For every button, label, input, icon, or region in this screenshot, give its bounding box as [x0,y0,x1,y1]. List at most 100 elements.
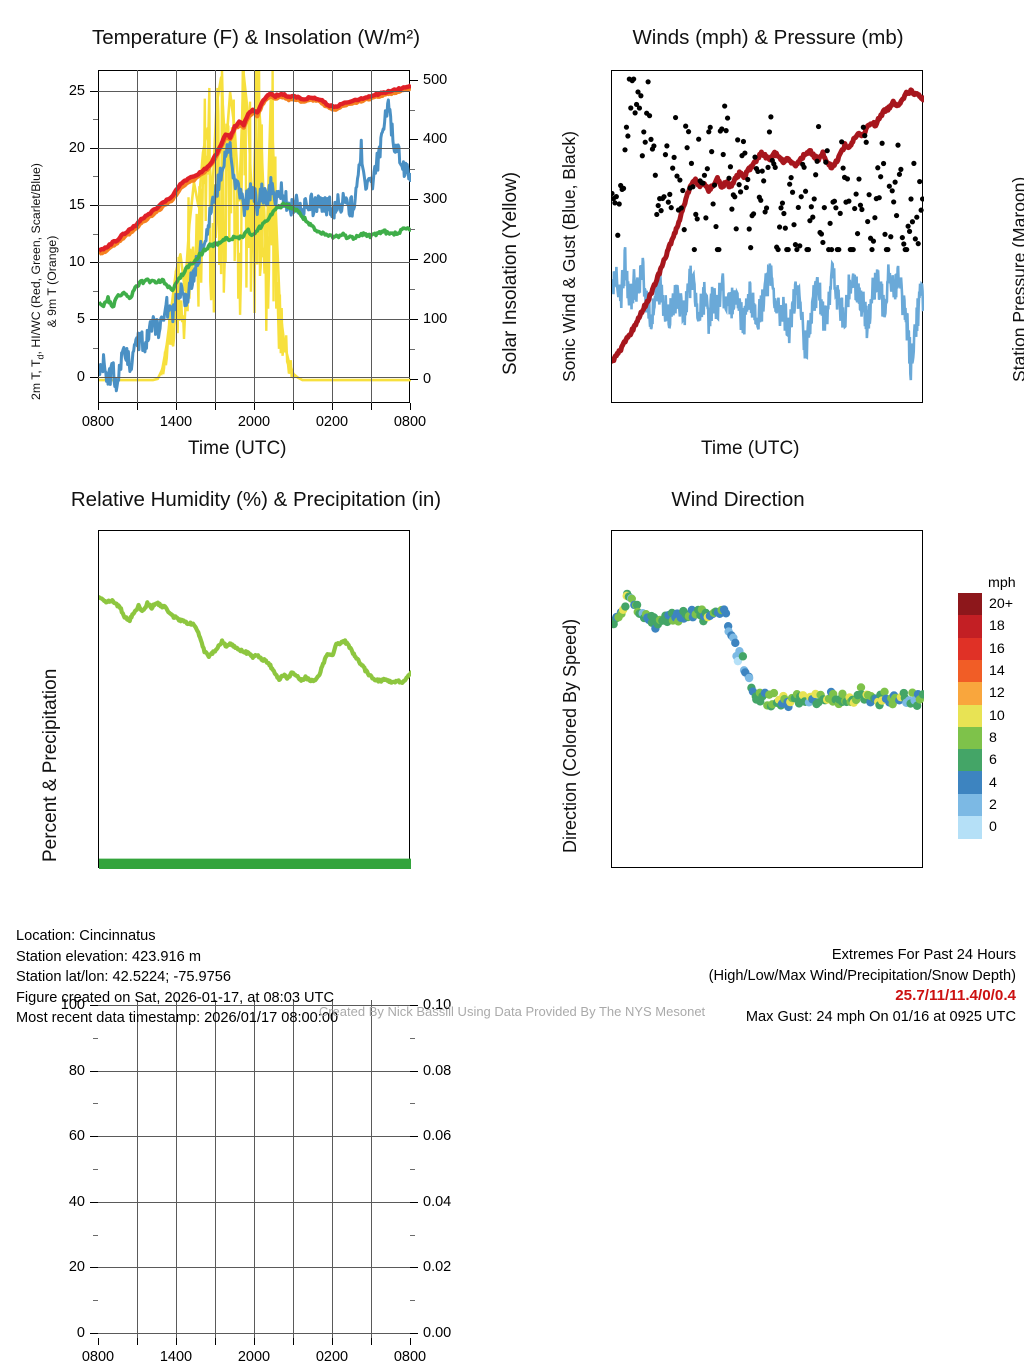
gust-point [713,223,719,230]
xaxis-tick [371,403,372,410]
wind-direction-point [632,600,642,610]
humidity-precipitation-panel: Relative Humidity (%) & Precipitation (i… [0,470,512,1365]
colorbar-tick-label: 6 [989,752,997,769]
gust-point [628,105,634,111]
gust-point [885,246,891,253]
gridline-vertical [137,1000,138,1338]
gust-point [813,172,819,178]
gridline-horizontal [98,1070,410,1072]
yaxis-left-minor-tick [93,1234,98,1236]
gridline-vertical [371,70,372,403]
yaxis-right-tick-label: 300 [423,191,448,208]
gust-point [852,205,858,212]
station-info-line: Most recent data timestamp: 2026/01/17 0… [16,1010,339,1027]
gust-point [901,241,907,247]
colorbar-swatch [958,682,982,706]
gust-point [625,133,631,139]
gust-point [633,101,640,108]
gust-point [752,154,758,160]
colorbar-tick-label: 4 [989,774,997,791]
xaxis-tick-label: 0800 [393,1349,427,1365]
yaxis-right-tick [410,139,418,141]
gridline-vertical [176,1000,177,1338]
gust-point [811,196,817,202]
colorbar-swatch [958,704,982,728]
humidity-yaxis-left-title: Percent & Precipitation [40,668,61,862]
yaxis-left-minor-tick [93,290,98,292]
gust-point [722,103,728,109]
yaxis-right-minor-tick [410,1169,415,1170]
yaxis-left-minor-tick [93,1300,98,1302]
yaxis-left-tick [90,1136,98,1138]
yaxis-right-tick [410,1201,418,1203]
wind-direction-chart-title: Wind Direction [671,488,805,511]
gust-point [791,222,797,228]
gust-point [808,204,814,210]
gust-point [862,133,868,139]
gust-point [658,208,664,214]
temperature-yaxis-left-title: 2m T, Td, HI/WC (Red, Green, Scarlet/Blu… [29,163,59,400]
gridline-vertical [293,70,294,403]
extremes-subtitle: (High/Low/Max Wind/Precipitation/Snow De… [708,967,1016,984]
gust-point [683,123,689,129]
xaxis-tick [176,403,177,410]
yaxis-right-tick [410,79,418,81]
yaxis-left-tick [90,376,98,378]
wind-direction-point [721,609,731,618]
xaxis-tick [137,403,138,410]
xaxis-tick-label: 0800 [393,414,427,430]
gust-point [612,200,618,206]
xaxis-tick [293,403,294,410]
winds-series-svg [612,76,924,381]
xaxis-tick [98,403,99,410]
gust-point [805,246,812,253]
gust-point [694,216,700,222]
gust-point [615,232,621,238]
gust-point [681,227,687,233]
yaxis-left-tick [90,1333,98,1335]
gridline-vertical [254,70,255,403]
gridline-horizontal [98,319,410,321]
gust-point [863,139,869,145]
yaxis-right-tick [410,319,418,321]
gust-point [616,201,622,207]
gust-point [865,218,871,225]
gust-point [891,199,897,205]
xaxis-tick-label: 0200 [315,1349,349,1365]
gust-point [814,158,820,164]
gust-point [908,196,914,202]
yaxis-right-tick [410,1136,418,1138]
gust-point [827,220,833,226]
gust-point [704,166,710,172]
gust-point [866,192,872,198]
gust-point [801,164,807,170]
gust-point [612,190,615,197]
gust-point [836,246,842,253]
xaxis-tick [410,403,411,410]
temperature-insolation-panel: Temperature (F) & Insolation (W/m²) 0800… [0,0,521,470]
wind-direction-point [731,638,740,648]
gridline-horizontal [98,1004,410,1006]
colorbar-tick-label: 10 [989,707,1005,724]
winds-xaxis-title: Time (UTC) [701,438,800,459]
xaxis-tick [371,1338,372,1345]
gust-point [846,198,852,204]
wind-direction-point [918,690,924,699]
gust-point [807,218,813,224]
wind-direction-scatter-svg [612,589,924,712]
gust-point [779,200,786,206]
yaxis-left-tick [90,1070,98,1072]
colorbar-swatch [958,793,982,817]
gust-point [652,172,658,178]
yaxis-left-minor-tick [93,1103,98,1105]
gust-point [685,129,692,135]
gust-point [665,199,671,205]
gust-point [648,136,654,142]
yaxis-right-minor-tick [410,289,415,291]
yaxis-right-tick [410,1267,418,1269]
gust-point [759,168,765,174]
wind-direction-panel: Wind Direction 08001400200002000800NWSEN… [512,470,1024,910]
gust-point [664,143,670,149]
gust-point [726,175,732,181]
yaxis-left-tick-label: 60 [68,1128,85,1145]
